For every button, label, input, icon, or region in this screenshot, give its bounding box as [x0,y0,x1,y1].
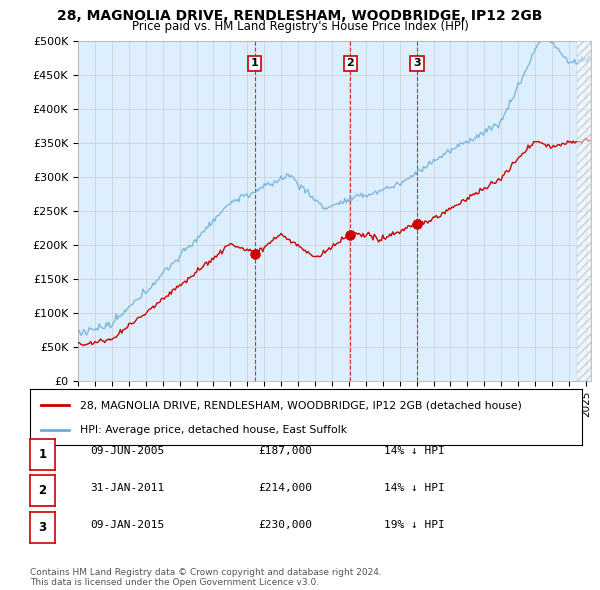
Text: HPI: Average price, detached house, East Suffolk: HPI: Average price, detached house, East… [80,425,347,435]
Text: £187,000: £187,000 [258,447,312,456]
Text: 28, MAGNOLIA DRIVE, RENDLESHAM, WOODBRIDGE, IP12 2GB (detached house): 28, MAGNOLIA DRIVE, RENDLESHAM, WOODBRID… [80,400,521,410]
Text: 09-JUN-2005: 09-JUN-2005 [90,447,164,456]
Text: This data is licensed under the Open Government Licence v3.0.: This data is licensed under the Open Gov… [30,578,319,587]
Text: 19% ↓ HPI: 19% ↓ HPI [384,520,445,529]
Text: 09-JAN-2015: 09-JAN-2015 [90,520,164,529]
Text: 14% ↓ HPI: 14% ↓ HPI [384,447,445,456]
Text: 28, MAGNOLIA DRIVE, RENDLESHAM, WOODBRIDGE, IP12 2GB: 28, MAGNOLIA DRIVE, RENDLESHAM, WOODBRID… [58,9,542,23]
Text: 14% ↓ HPI: 14% ↓ HPI [384,483,445,493]
Text: Contains HM Land Registry data © Crown copyright and database right 2024.: Contains HM Land Registry data © Crown c… [30,568,382,577]
Text: 2: 2 [346,58,354,68]
Text: 1: 1 [38,448,47,461]
Text: 1: 1 [251,58,259,68]
Text: 31-JAN-2011: 31-JAN-2011 [90,483,164,493]
Text: 3: 3 [413,58,421,68]
Text: £230,000: £230,000 [258,520,312,529]
Text: £214,000: £214,000 [258,483,312,493]
Text: Price paid vs. HM Land Registry's House Price Index (HPI): Price paid vs. HM Land Registry's House … [131,20,469,33]
Text: 3: 3 [38,521,47,534]
Text: 2: 2 [38,484,47,497]
